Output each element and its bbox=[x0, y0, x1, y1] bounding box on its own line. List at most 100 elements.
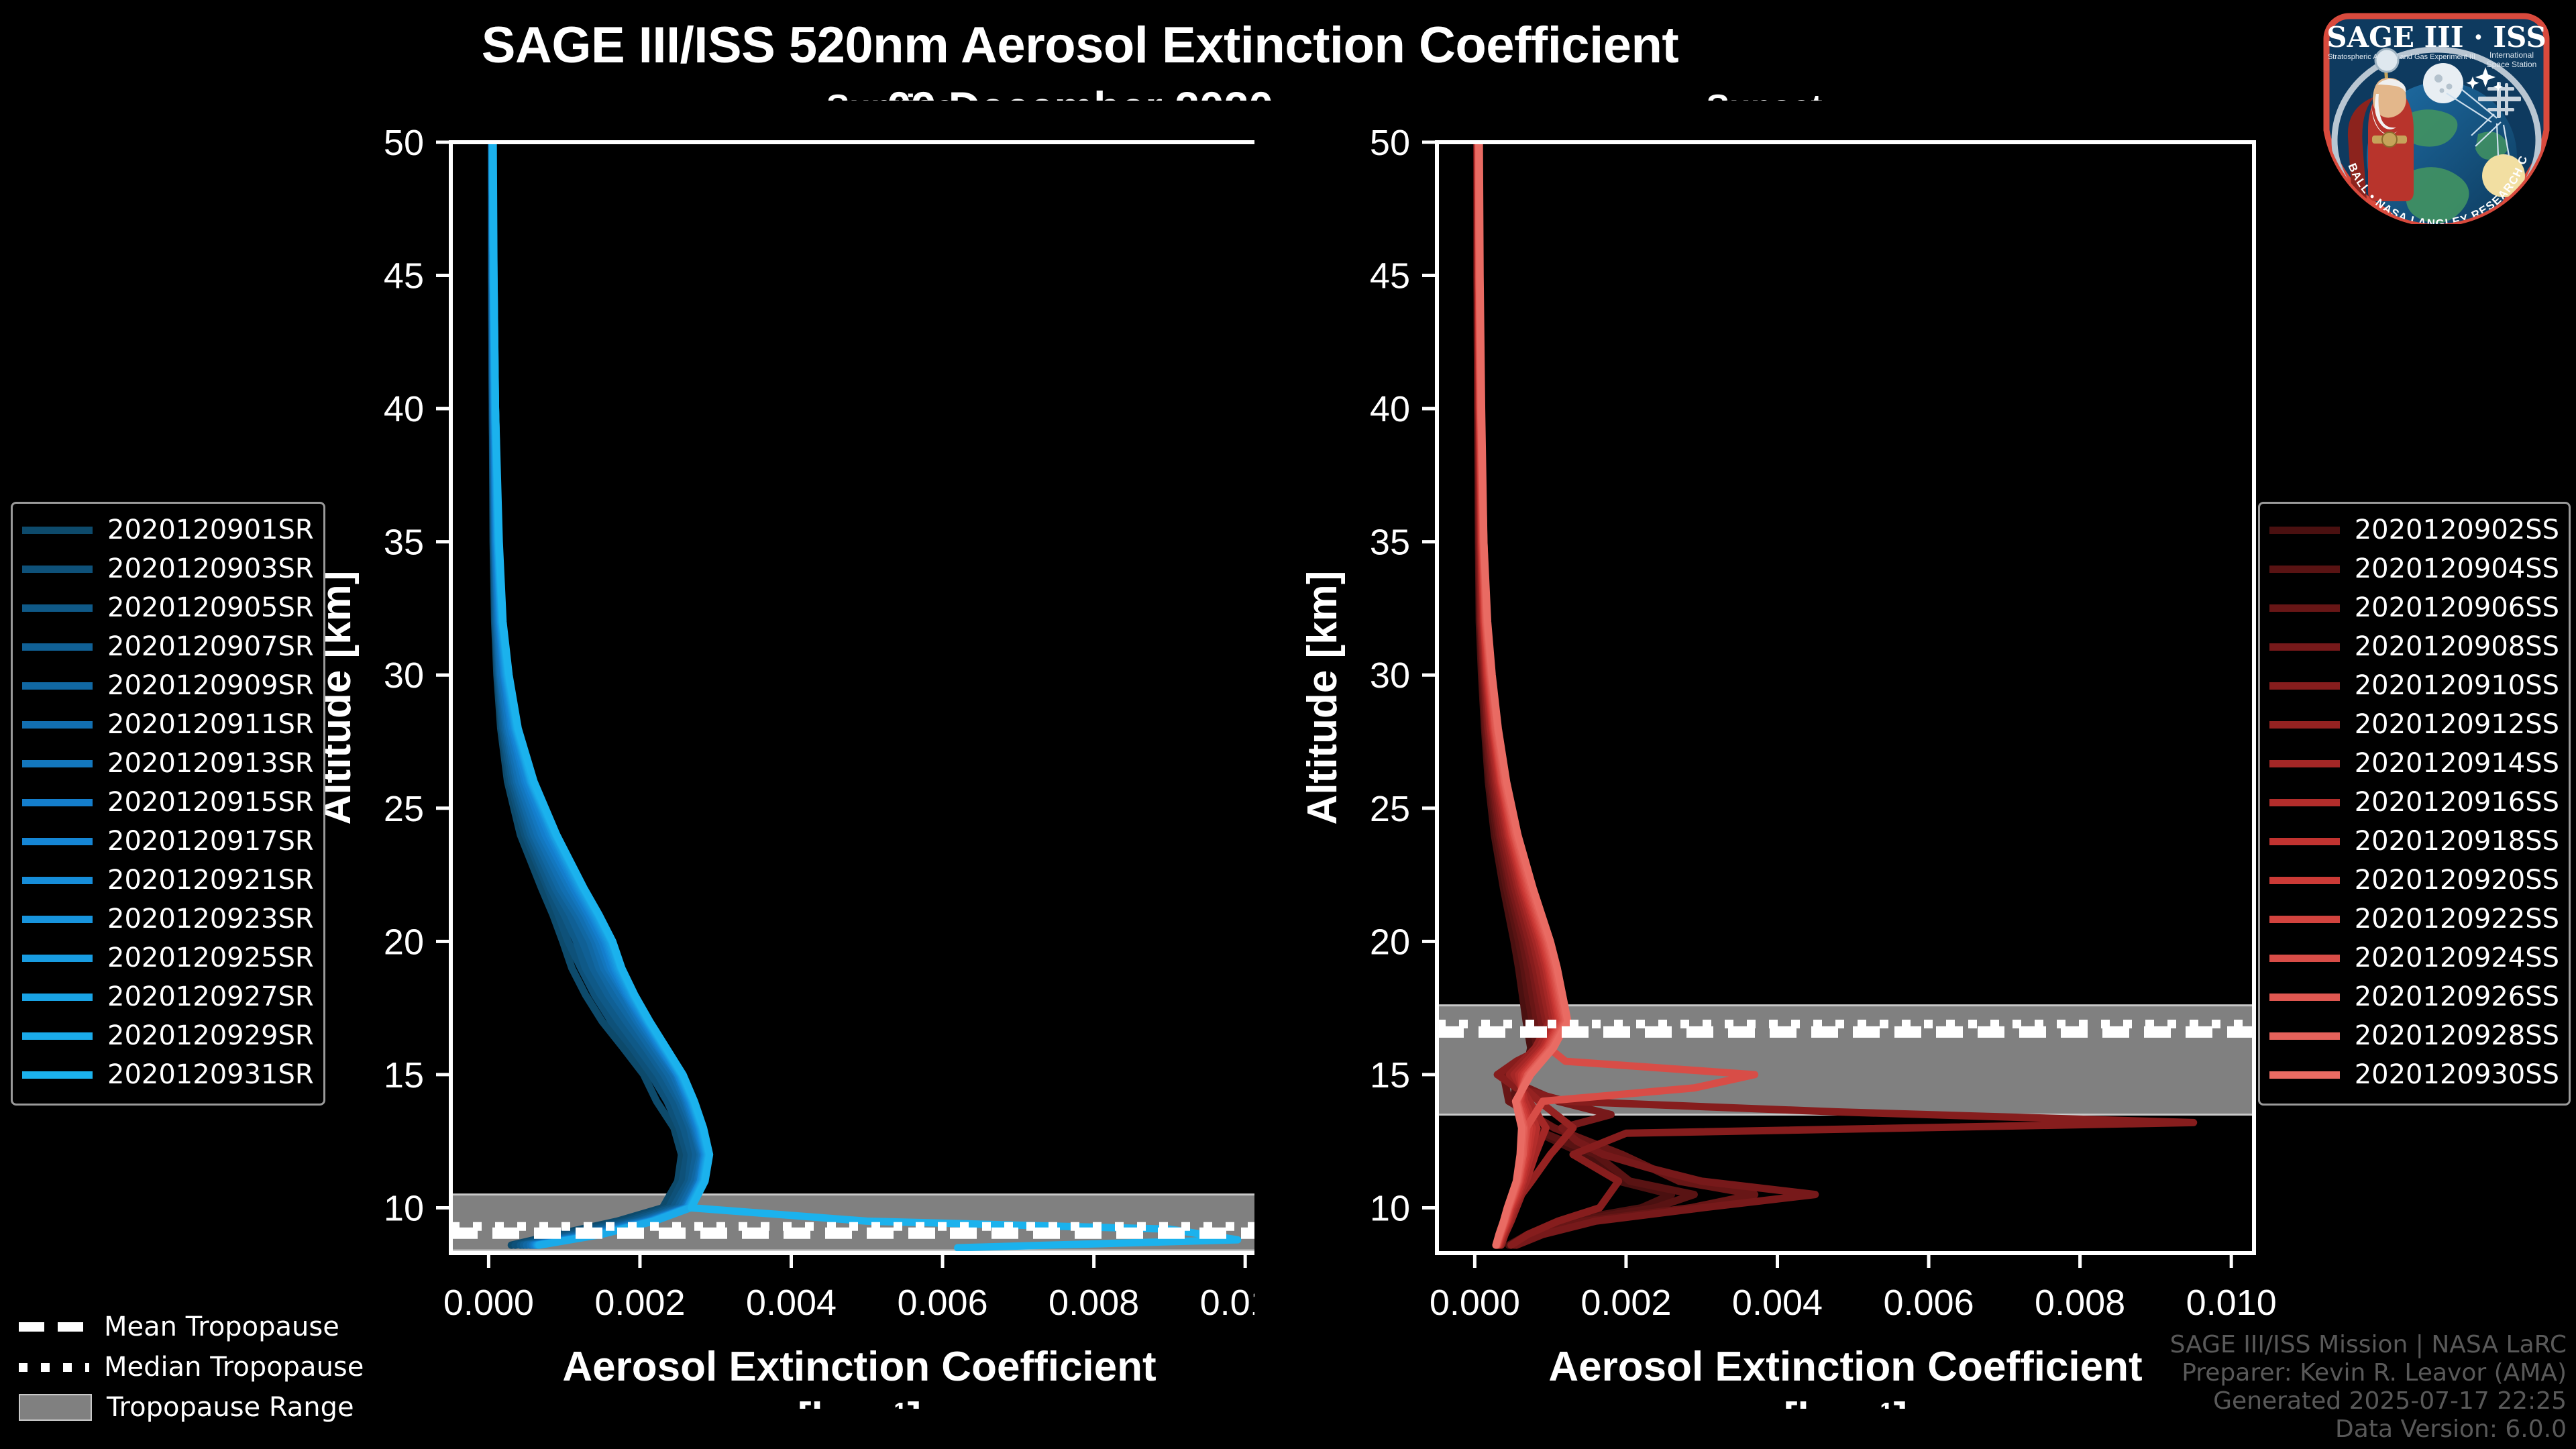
y-tick-label: 20 bbox=[1370, 922, 1410, 962]
legend-sunrise-item[interactable]: 2020120901SR bbox=[22, 511, 314, 549]
legend-sunrise[interactable]: 2020120901SR 2020120903SR 2020120905SR 2020… bbox=[11, 502, 325, 1106]
legend-sunset-item[interactable]: 2020120914SS bbox=[2269, 744, 2559, 783]
legend-color-swatch-icon bbox=[22, 720, 93, 729]
legend-sunrise-item[interactable]: 2020120915SR bbox=[22, 783, 314, 822]
legend-sunrise-item[interactable]: 2020120907SR bbox=[22, 627, 314, 666]
legend-sunrise-item[interactable]: 2020120913SR bbox=[22, 744, 314, 783]
legend-color-swatch-icon bbox=[2269, 876, 2340, 884]
legend-color-swatch-icon bbox=[22, 759, 93, 767]
legend-color-swatch-icon bbox=[2269, 526, 2340, 534]
y-tick-label: 40 bbox=[1370, 389, 1410, 429]
legend-color-swatch-icon bbox=[2269, 682, 2340, 690]
legend-sunrise-item[interactable]: 2020120905SR bbox=[22, 588, 314, 627]
y-tick-label: 40 bbox=[384, 389, 424, 429]
legend-item-label: 2020120918SS bbox=[2354, 826, 2559, 857]
legend-sunrise-item[interactable]: 2020120923SR bbox=[22, 900, 314, 938]
legend-item-label: 2020120906SS bbox=[2354, 592, 2559, 623]
legend-sunset-item[interactable]: 2020120926SS bbox=[2269, 977, 2559, 1016]
y-tick-label: 25 bbox=[384, 789, 424, 829]
legend-item-label: 2020120911SR bbox=[107, 709, 314, 740]
plot-frame bbox=[1435, 140, 2256, 1255]
legend-sunset-item[interactable]: 2020120910SS bbox=[2269, 666, 2559, 705]
page-title: SAGE III/ISS 520nm Aerosol Extinction Co… bbox=[481, 17, 1679, 74]
legend-sunrise-item[interactable]: 2020120929SR bbox=[22, 1016, 314, 1055]
x-tick-label: 0.006 bbox=[1883, 1283, 1974, 1323]
footer-line-preparer: Preparer: Kevin R. Leavor (AMA) bbox=[2182, 1359, 2567, 1387]
legend-item-label: 2020120905SR bbox=[107, 592, 314, 623]
legend-item-label: 2020120925SR bbox=[107, 943, 314, 973]
legend-color-swatch-icon bbox=[22, 643, 93, 651]
legend-sunrise-item[interactable]: 2020120925SR bbox=[22, 938, 314, 977]
logo-sub-right-1: International bbox=[2489, 50, 2534, 60]
x-tick-label: 0.002 bbox=[594, 1283, 685, 1323]
y-tick-label: 25 bbox=[1370, 789, 1410, 829]
legend-item-label: 2020120930SS bbox=[2354, 1059, 2559, 1090]
legend-item-label: 2020120928SS bbox=[2354, 1020, 2559, 1051]
y-tick-label: 45 bbox=[384, 256, 424, 297]
legend-sunset[interactable]: 2020120902SS 2020120904SS 2020120906SS 2020… bbox=[2257, 502, 2571, 1106]
legend-sunrise-item[interactable]: 2020120911SR bbox=[22, 705, 314, 744]
profile-lines bbox=[488, 142, 1242, 1252]
logo-sub-right-2: Space Station bbox=[2487, 60, 2537, 69]
y-tick-label: 10 bbox=[384, 1188, 424, 1228]
sage-iii-iss-logo: SAGE III · ISS Stratospheric Aerosol and… bbox=[2302, 3, 2571, 227]
legend-color-swatch-icon bbox=[2269, 954, 2340, 962]
y-tick-label: 30 bbox=[1370, 655, 1410, 696]
legend-color-swatch-icon bbox=[2269, 798, 2340, 806]
legend-color-swatch-icon bbox=[22, 1071, 93, 1079]
y-tick-label: 15 bbox=[1370, 1055, 1410, 1095]
legend-sunset-item[interactable]: 2020120902SS bbox=[2269, 511, 2559, 549]
legend-color-swatch-icon bbox=[22, 604, 93, 612]
legend-sunset-item[interactable]: 2020120918SS bbox=[2269, 822, 2559, 861]
legend-item-label: 2020120912SS bbox=[2354, 709, 2559, 740]
legend-sunrise-item[interactable]: 2020120909SR bbox=[22, 666, 314, 705]
legend-sunset-item[interactable]: 2020120912SS bbox=[2269, 705, 2559, 744]
legend-color-swatch-icon bbox=[2269, 837, 2340, 845]
x-axis-label: Aerosol Extinction Coefficient bbox=[1548, 1344, 2142, 1390]
legend-item-label: 2020120914SS bbox=[2354, 748, 2559, 779]
y-axis: 10 15 20 25 30 35 40 45 50 bbox=[384, 123, 451, 1228]
legend-color-swatch-icon bbox=[22, 565, 93, 573]
y-axis: 10 15 20 25 30 35 40 45 50 bbox=[1370, 123, 1437, 1228]
y-tick-label: 10 bbox=[1370, 1188, 1410, 1228]
legend-sunset-item[interactable]: 2020120928SS bbox=[2269, 1016, 2559, 1055]
legend-tropopause: Mean Tropopause Median Tropopause Tropop… bbox=[19, 1307, 364, 1428]
legend-sunset-item[interactable]: 2020120920SS bbox=[2269, 861, 2559, 900]
profile-line-2020120931SR bbox=[489, 142, 1242, 1252]
y-tick-label: 45 bbox=[1370, 256, 1410, 297]
footer-line-dataversion: Data Version: 6.0.0 bbox=[2335, 1415, 2567, 1443]
legend-sunset-item[interactable]: 2020120906SS bbox=[2269, 588, 2559, 627]
legend-sunset-item[interactable]: 2020120908SS bbox=[2269, 627, 2559, 666]
legend-sunrise-item[interactable]: 2020120921SR bbox=[22, 861, 314, 900]
legend-item-label: 2020120904SS bbox=[2354, 553, 2559, 584]
legend-color-swatch-icon bbox=[22, 526, 93, 534]
y-tick-label: 50 bbox=[384, 123, 424, 163]
x-tick-label: 0.006 bbox=[897, 1283, 987, 1323]
legend-sunrise-item[interactable]: 2020120931SR bbox=[22, 1055, 314, 1094]
legend-sunrise-item[interactable]: 2020120927SR bbox=[22, 977, 314, 1016]
legend-color-swatch-icon bbox=[2269, 643, 2340, 651]
x-tick-label: 0.008 bbox=[1049, 1283, 1139, 1323]
legend-color-swatch-icon bbox=[2269, 759, 2340, 767]
legend-sunrise-item[interactable]: 2020120917SR bbox=[22, 822, 314, 861]
legend-item-mean-tropopause: Mean Tropopause bbox=[19, 1307, 364, 1347]
legend-sunset-item[interactable]: 2020120916SS bbox=[2269, 783, 2559, 822]
dotted-line-icon bbox=[19, 1362, 89, 1372]
profile-line-2020120930SS bbox=[1475, 142, 1572, 1249]
x-axis: 0.000 0.002 0.004 0.006 0.008 0.010 bbox=[1430, 1253, 2277, 1323]
footer-credits: SAGE III/ISS Mission | NASA LaRC Prepare… bbox=[2170, 1331, 2567, 1444]
legend-sunrise-item[interactable]: 2020120903SR bbox=[22, 549, 314, 588]
logo-title-text: SAGE III · ISS bbox=[2326, 21, 2546, 54]
x-tick-label: 0.010 bbox=[2186, 1283, 2277, 1323]
legend-color-swatch-icon bbox=[2269, 915, 2340, 923]
legend-item-label: 2020120921SR bbox=[107, 865, 314, 896]
legend-sunset-item[interactable]: 2020120924SS bbox=[2269, 938, 2559, 977]
legend-item-label: 2020120901SR bbox=[107, 515, 314, 545]
x-tick-label: 0.000 bbox=[1430, 1283, 1520, 1323]
legend-item-label: 2020120929SR bbox=[107, 1020, 314, 1051]
x-tick-label: 0.004 bbox=[1732, 1283, 1823, 1323]
legend-item-label: Mean Tropopause bbox=[104, 1311, 339, 1342]
legend-sunset-item[interactable]: 2020120922SS bbox=[2269, 900, 2559, 938]
legend-sunset-item[interactable]: 2020120904SS bbox=[2269, 549, 2559, 588]
legend-sunset-item[interactable]: 2020120930SS bbox=[2269, 1055, 2559, 1094]
